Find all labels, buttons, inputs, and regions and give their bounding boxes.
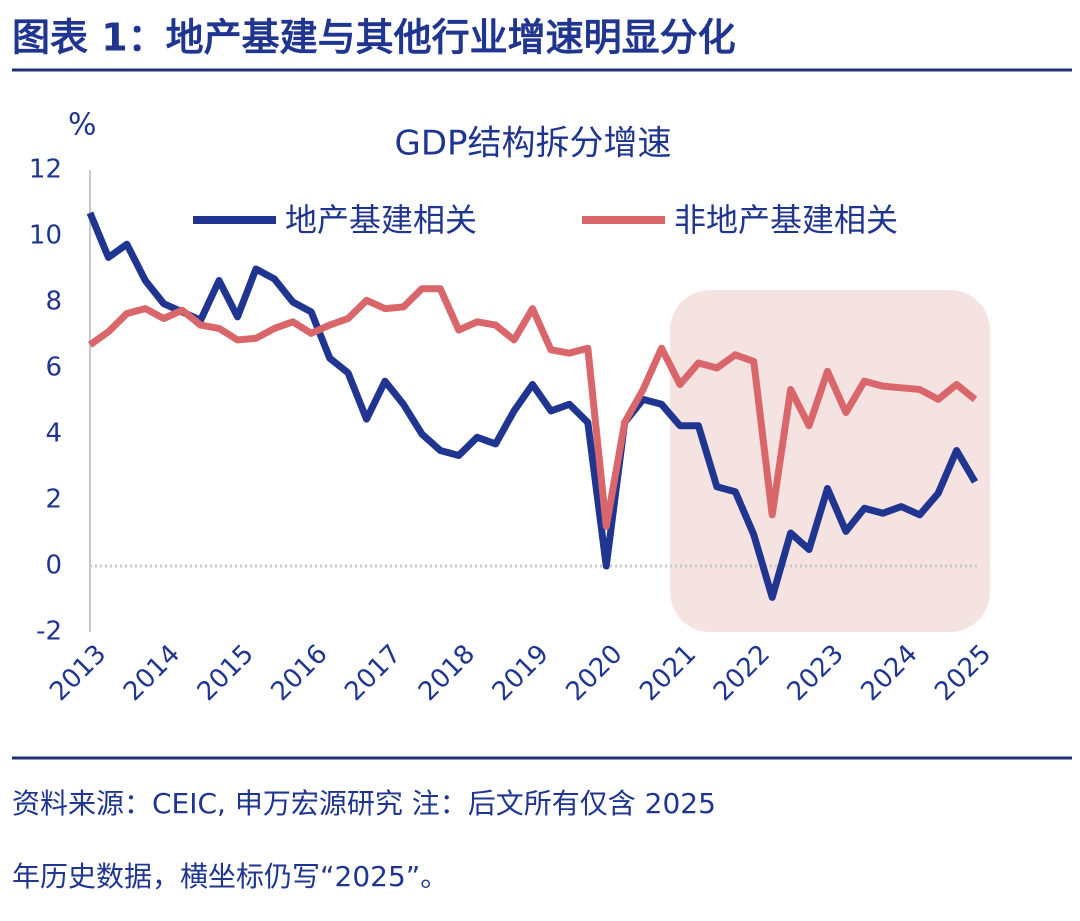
series-line — [87, 285, 978, 530]
x-tick-label: 2019 — [487, 639, 555, 707]
x-tick-label: 2022 — [708, 639, 776, 707]
x-tick-label: 2025 — [929, 639, 997, 707]
legend-label: 地产基建相关 — [285, 201, 477, 239]
footer-line: 资料来源：CEIC, 申万宏源研究 注：后文所有仅含 2025 — [12, 787, 716, 820]
x-tick-label: 2018 — [413, 639, 481, 707]
legend-label: 非地产基建相关 — [674, 201, 898, 239]
x-tick-label: 2020 — [560, 639, 628, 707]
x-tick-label: 2016 — [265, 639, 333, 707]
y-tick-label: 2 — [45, 485, 62, 515]
x-tick-label: 2021 — [634, 639, 702, 707]
x-tick-label: 2015 — [192, 639, 260, 707]
x-tick-label: 2013 — [44, 639, 112, 707]
y-tick-label: 6 — [45, 353, 62, 383]
chart-title: GDP结构拆分增速 — [394, 124, 671, 164]
y-tick-label: 10 — [29, 221, 62, 251]
highlight-box — [670, 290, 990, 632]
y-tick-label: -2 — [36, 617, 62, 647]
y-tick-label: 12 — [29, 155, 62, 185]
y-tick-label: 8 — [45, 287, 62, 317]
y-tick-label: 4 — [45, 419, 62, 449]
footer-line: 年历史数据，横坐标仍写“2025”。 — [12, 860, 448, 893]
x-tick-label: 2014 — [118, 639, 186, 707]
x-tick-label: 2023 — [782, 639, 850, 707]
x-tick-label: 2017 — [339, 639, 407, 707]
y-tick-label: 0 — [45, 551, 62, 581]
series-line — [86, 211, 979, 601]
y-axis-label: % — [68, 108, 97, 143]
x-tick-label: 2024 — [855, 639, 923, 707]
header-title: 图表 1：地产基建与其他行业增速明显分化 — [12, 16, 736, 60]
